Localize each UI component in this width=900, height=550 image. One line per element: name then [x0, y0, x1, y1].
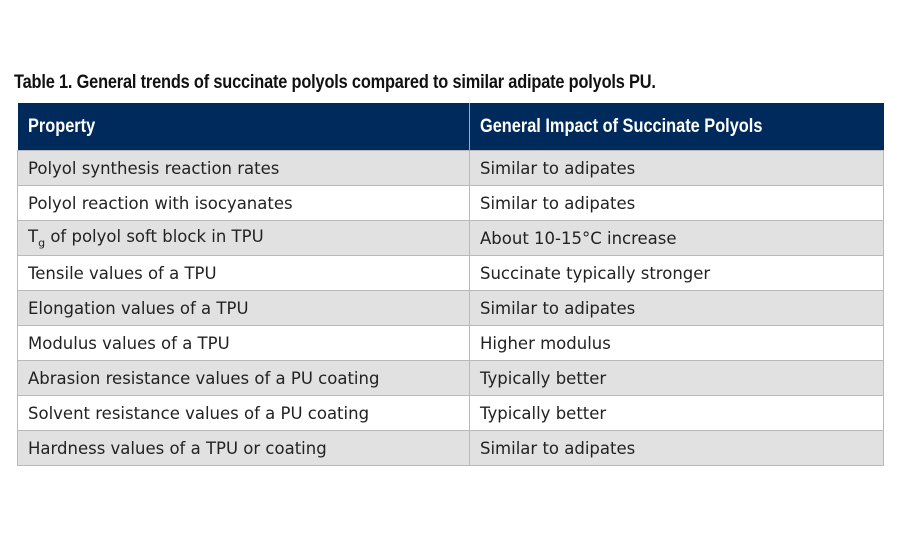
- impact-cell: Similar to adipates: [469, 150, 884, 186]
- table-row: Modulus values of a TPU Higher modulus: [17, 325, 884, 361]
- header-property: Property: [17, 103, 470, 151]
- table-row: Polyol reaction with isocyanates Similar…: [17, 185, 884, 221]
- property-cell: Solvent resistance values of a PU coatin…: [17, 395, 470, 431]
- impact-cell: Typically better: [469, 395, 884, 431]
- impact-cell: Similar to adipates: [469, 430, 884, 466]
- table-row: Tg of polyol soft block in TPU About 10-…: [17, 220, 884, 256]
- impact-cell: Higher modulus: [469, 325, 884, 361]
- property-cell: Modulus values of a TPU: [17, 325, 470, 361]
- property-cell: Polyol synthesis reaction rates: [17, 150, 470, 186]
- table-row: Polyol synthesis reaction rates Similar …: [17, 150, 884, 186]
- table-header-row: Property General Impact of Succinate Pol…: [17, 103, 884, 151]
- table-row: Hardness values of a TPU or coating Simi…: [17, 430, 884, 466]
- table-row: Solvent resistance values of a PU coatin…: [17, 395, 884, 431]
- table-row: Tensile values of a TPU Succinate typica…: [17, 255, 884, 291]
- impact-cell: About 10-15°C increase: [469, 220, 884, 256]
- property-cell: Tg of polyol soft block in TPU: [17, 220, 470, 256]
- table-caption: Table 1. General trends of succinate pol…: [14, 72, 656, 93]
- property-cell: Hardness values of a TPU or coating: [17, 430, 470, 466]
- property-cell: Abrasion resistance values of a PU coati…: [17, 360, 470, 396]
- header-impact: General Impact of Succinate Polyols: [469, 103, 884, 151]
- comparison-table: Property General Impact of Succinate Pol…: [17, 103, 884, 466]
- table-row: Abrasion resistance values of a PU coati…: [17, 360, 884, 396]
- property-cell: Tensile values of a TPU: [17, 255, 470, 291]
- impact-cell: Typically better: [469, 360, 884, 396]
- impact-cell: Succinate typically stronger: [469, 255, 884, 291]
- property-cell: Polyol reaction with isocyanates: [17, 185, 470, 221]
- impact-cell: Similar to adipates: [469, 290, 884, 326]
- impact-cell: Similar to adipates: [469, 185, 884, 221]
- table-row: Elongation values of a TPU Similar to ad…: [17, 290, 884, 326]
- property-cell: Elongation values of a TPU: [17, 290, 470, 326]
